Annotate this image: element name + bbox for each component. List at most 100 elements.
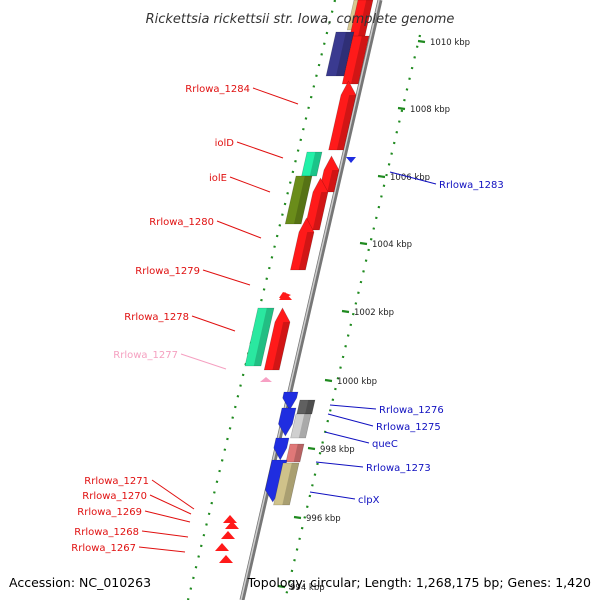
- label-leader-line: [202, 269, 251, 286]
- gene-label[interactable]: Rrlowa_1278: [124, 312, 189, 323]
- gene-label[interactable]: Rrlowa_1269: [77, 507, 142, 518]
- map-title: Rickettsia rickettsii str. Iowa, complet…: [146, 12, 455, 27]
- gene-arrow-forward: [290, 217, 315, 271]
- label-leader-line: [327, 413, 374, 427]
- label-leader-line: [389, 171, 437, 185]
- gene-block: [285, 443, 305, 463]
- scale-tick: [359, 241, 368, 246]
- label-leader-line: [252, 87, 299, 105]
- scale-tick-label: 1004 kbp: [372, 240, 412, 250]
- gene-arrow-reverse: [273, 437, 290, 461]
- gene-label[interactable]: Rrlowa_1283: [439, 180, 504, 191]
- label-leader-line: [144, 510, 191, 523]
- scale-tick: [417, 39, 426, 44]
- gene-label[interactable]: Rrlowa_1277: [113, 350, 178, 361]
- label-leader-line: [315, 461, 364, 468]
- gene-label[interactable]: Rrlowa_1267: [71, 543, 136, 554]
- gene-label[interactable]: iolE: [209, 173, 227, 184]
- scale-tick: [324, 378, 333, 383]
- gene-arrow-reverse: [282, 391, 299, 411]
- scale-tick: [307, 446, 316, 451]
- gene-block-shade: [282, 463, 299, 505]
- label-leader-line: [229, 176, 271, 193]
- label-leader-line: [138, 546, 186, 553]
- gene-label[interactable]: iolD: [215, 138, 235, 149]
- gene-label[interactable]: Rrlowa_1270: [82, 491, 147, 502]
- gene-block-shade: [293, 444, 304, 462]
- scale-tick-label: 994 kbp: [290, 583, 325, 593]
- gene-label[interactable]: Rrlowa_1279: [135, 266, 200, 277]
- gene-arrow-forward: [219, 555, 233, 563]
- gene-block: [296, 399, 316, 415]
- outer-tick-ring: [283, 34, 422, 600]
- backbone-highlight: [240, 0, 380, 600]
- scale-tick: [341, 309, 350, 314]
- scale-tick: [377, 174, 386, 179]
- gene-arrow-forward-shade: [312, 192, 328, 230]
- gene-arrow-forward-shade: [336, 95, 356, 150]
- gene-block-shade: [309, 152, 322, 176]
- gene-label[interactable]: Rrlowa_1284: [185, 84, 250, 95]
- gene-label[interactable]: Rrlowa_1276: [379, 405, 444, 416]
- gene-arrow-forward: [225, 521, 239, 529]
- scale-tick-label: 996 kbp: [306, 514, 341, 524]
- gene-arrow-forward: [263, 307, 291, 371]
- gene-arrow-reverse: [346, 157, 356, 163]
- label-leader-line: [329, 404, 377, 410]
- scale-tick-label: 1002 kbp: [354, 308, 394, 318]
- gene-arrow-forward: [279, 292, 292, 300]
- gene-arrow-forward: [328, 80, 357, 151]
- gene-arrow-forward: [223, 515, 237, 523]
- gene-labels: Rrlowa_1284 iolD iolE Rrlowa_1280 Rrlowa_127…: [71, 84, 503, 554]
- label-leader-line: [180, 353, 227, 370]
- label-leader-line: [324, 431, 370, 444]
- scale-tick-label: 998 kbp: [320, 445, 355, 455]
- gene-block-shade: [336, 32, 354, 76]
- gene-arrow-forward-shade: [272, 322, 290, 370]
- label-leader-line: [309, 491, 356, 500]
- gene-block-shade: [253, 308, 274, 366]
- pseudogene-marker: [260, 377, 272, 382]
- gene-block: [273, 462, 300, 506]
- inner-tick-ring: [186, 0, 337, 600]
- genome-summary-text: Topology: circular; Length: 1,268,175 bp…: [247, 575, 591, 590]
- scale-tick: [277, 584, 286, 589]
- gene-label[interactable]: queC: [372, 439, 398, 450]
- gene-block: [301, 151, 323, 177]
- gene-block: [284, 175, 313, 225]
- gene-arrow-forward-shade: [298, 232, 314, 270]
- gene-arrow-reverse: [278, 407, 297, 437]
- gene-block: [244, 307, 275, 367]
- gene-label[interactable]: Rrlowa_1273: [366, 463, 431, 474]
- gene-block-shade: [351, 36, 369, 84]
- gene-label[interactable]: Rrlowa_1275: [376, 422, 441, 433]
- scale-tick-label: 1008 kbp: [410, 105, 450, 115]
- label-leader-line: [149, 494, 192, 515]
- label-leader-line: [151, 479, 195, 510]
- backbone-line: [239, 0, 383, 600]
- scale-tick: [397, 106, 406, 111]
- scale-tick: [293, 515, 302, 520]
- gene-block-shade: [298, 414, 311, 438]
- gene-block: [341, 35, 370, 85]
- gene-block-shade: [305, 400, 315, 414]
- gene-label[interactable]: clpX: [358, 495, 380, 506]
- scale-tick-label: 1006 kbp: [390, 173, 430, 183]
- gene-arrow-forward-shade: [327, 170, 339, 192]
- gene-label[interactable]: Rrlowa_1280: [149, 217, 214, 228]
- accession-text: Accession: NC_010263: [9, 575, 151, 590]
- gene-arrow-forward: [215, 543, 229, 551]
- gene-block: [290, 413, 312, 439]
- gene-block-shade: [294, 176, 312, 224]
- gene-label[interactable]: Rrlowa_1268: [74, 527, 139, 538]
- label-leader-line: [191, 315, 236, 332]
- gene-arrow-forward: [221, 531, 235, 539]
- label-leader-line: [216, 220, 262, 239]
- map-graphics: 1010 kbp 1008 kbp 1006 kbp 1004 kbp 1002 kbp…: [186, 0, 470, 600]
- label-leader-line: [141, 530, 189, 538]
- gene-label[interactable]: Rrlowa_1271: [84, 476, 149, 487]
- label-leader-line: [236, 141, 284, 159]
- scale-tick-label: 1010 kbp: [430, 38, 470, 48]
- gene-block-shade: [357, 0, 373, 40]
